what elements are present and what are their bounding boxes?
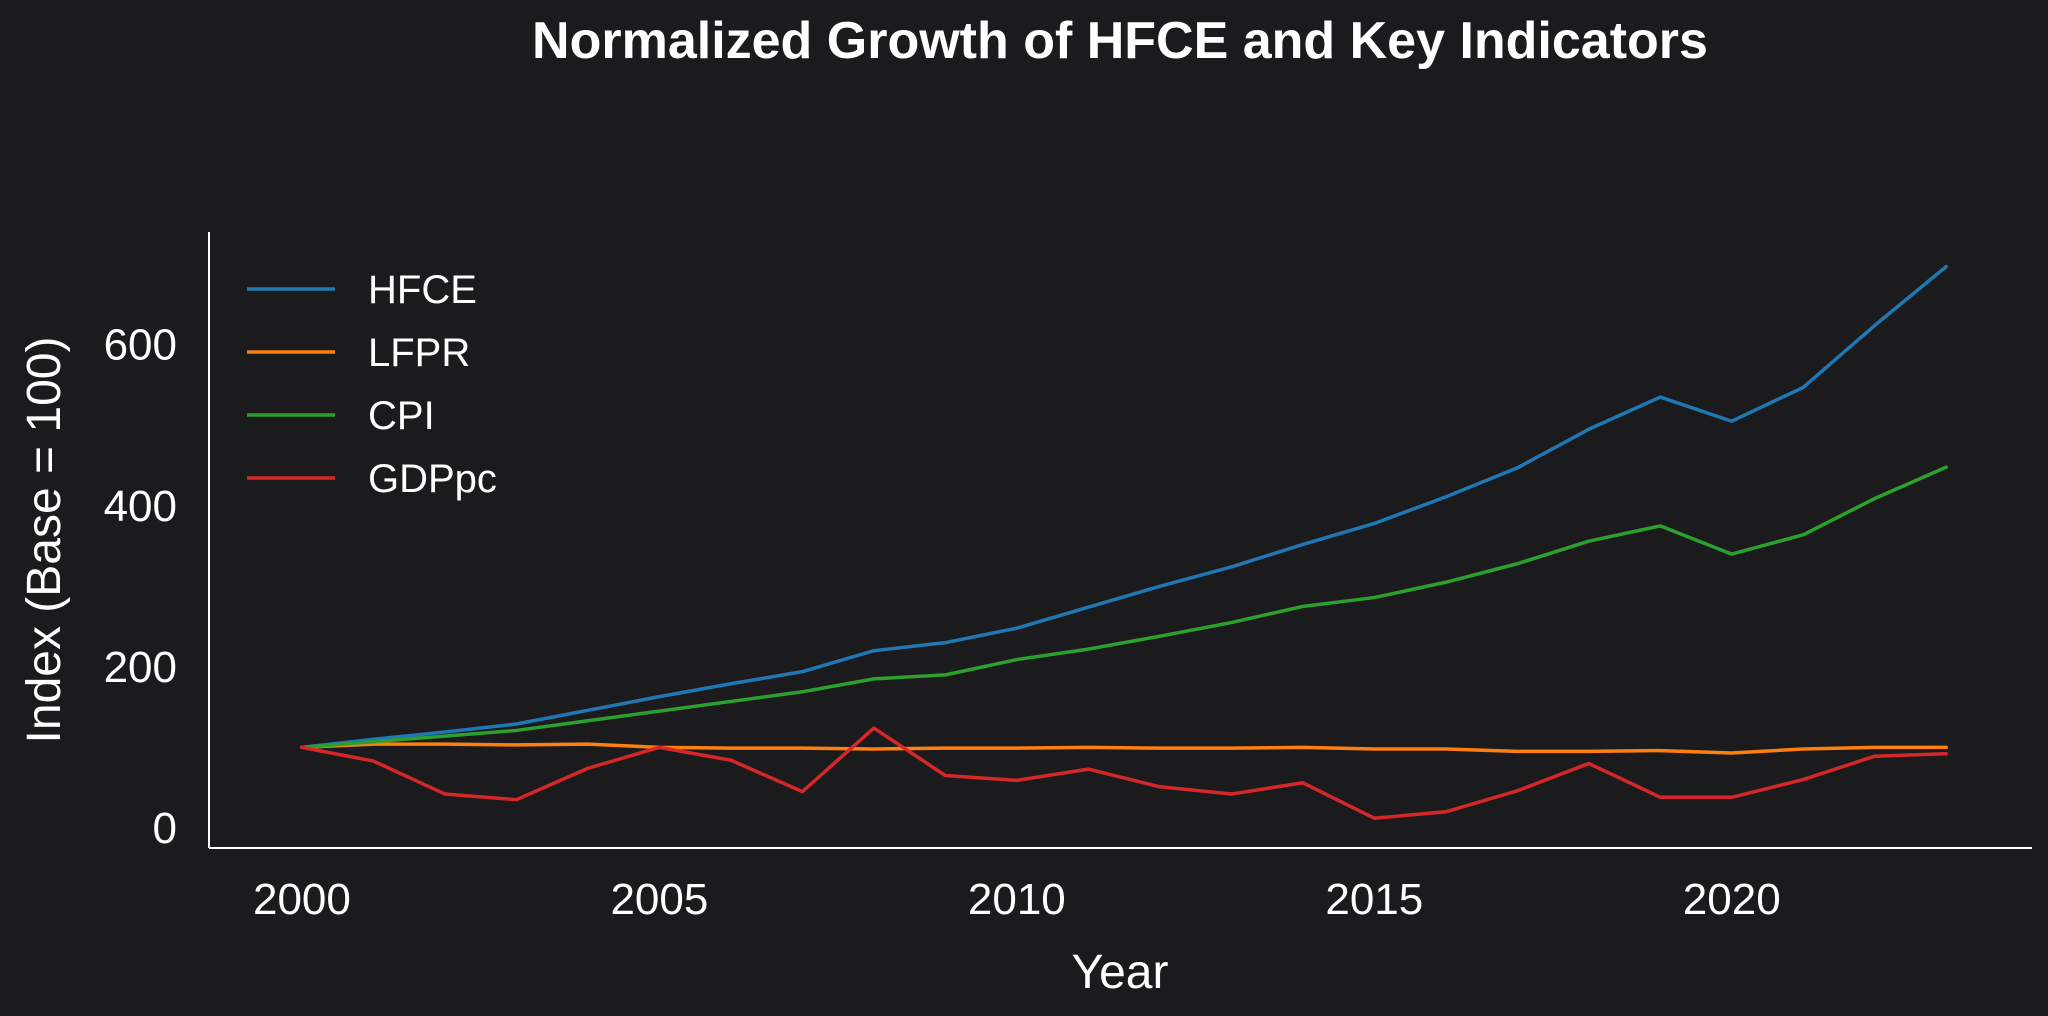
y-tick-label: 0 bbox=[153, 804, 177, 853]
y-axis-label: Index (Base = 100) bbox=[18, 337, 71, 744]
x-tick-label: 2015 bbox=[1325, 875, 1423, 924]
x-tick-label: 2000 bbox=[253, 875, 351, 924]
x-tick-label: 2020 bbox=[1683, 875, 1781, 924]
series-line-hfce bbox=[300, 264, 1948, 750]
x-tick-labels: 2000 2005 2010 2015 2020 bbox=[253, 875, 1781, 924]
y-tick-label: 600 bbox=[104, 321, 177, 370]
series-line-lfpr bbox=[300, 742, 1948, 755]
legend: HFCE LFPR CPI GDPpc bbox=[247, 268, 497, 501]
legend-label-cpi: CPI bbox=[368, 394, 435, 438]
x-tick-label: 2010 bbox=[968, 875, 1066, 924]
y-tick-label: 200 bbox=[104, 643, 177, 692]
chart-title: Normalized Growth of HFCE and Key Indica… bbox=[532, 12, 1708, 70]
y-tick-labels: 0 200 400 600 bbox=[104, 321, 177, 853]
y-tick-label: 400 bbox=[104, 482, 177, 531]
x-tick-label: 2005 bbox=[610, 875, 708, 924]
legend-label-hfce: HFCE bbox=[368, 268, 477, 312]
series-line-gdppc bbox=[300, 726, 1948, 820]
plot-area bbox=[300, 264, 1948, 820]
legend-label-lfpr: LFPR bbox=[368, 331, 470, 375]
x-axis-label: Year bbox=[1072, 946, 1169, 999]
legend-label-gdppc: GDPpc bbox=[368, 457, 497, 501]
series-line-cpi bbox=[300, 465, 1948, 750]
